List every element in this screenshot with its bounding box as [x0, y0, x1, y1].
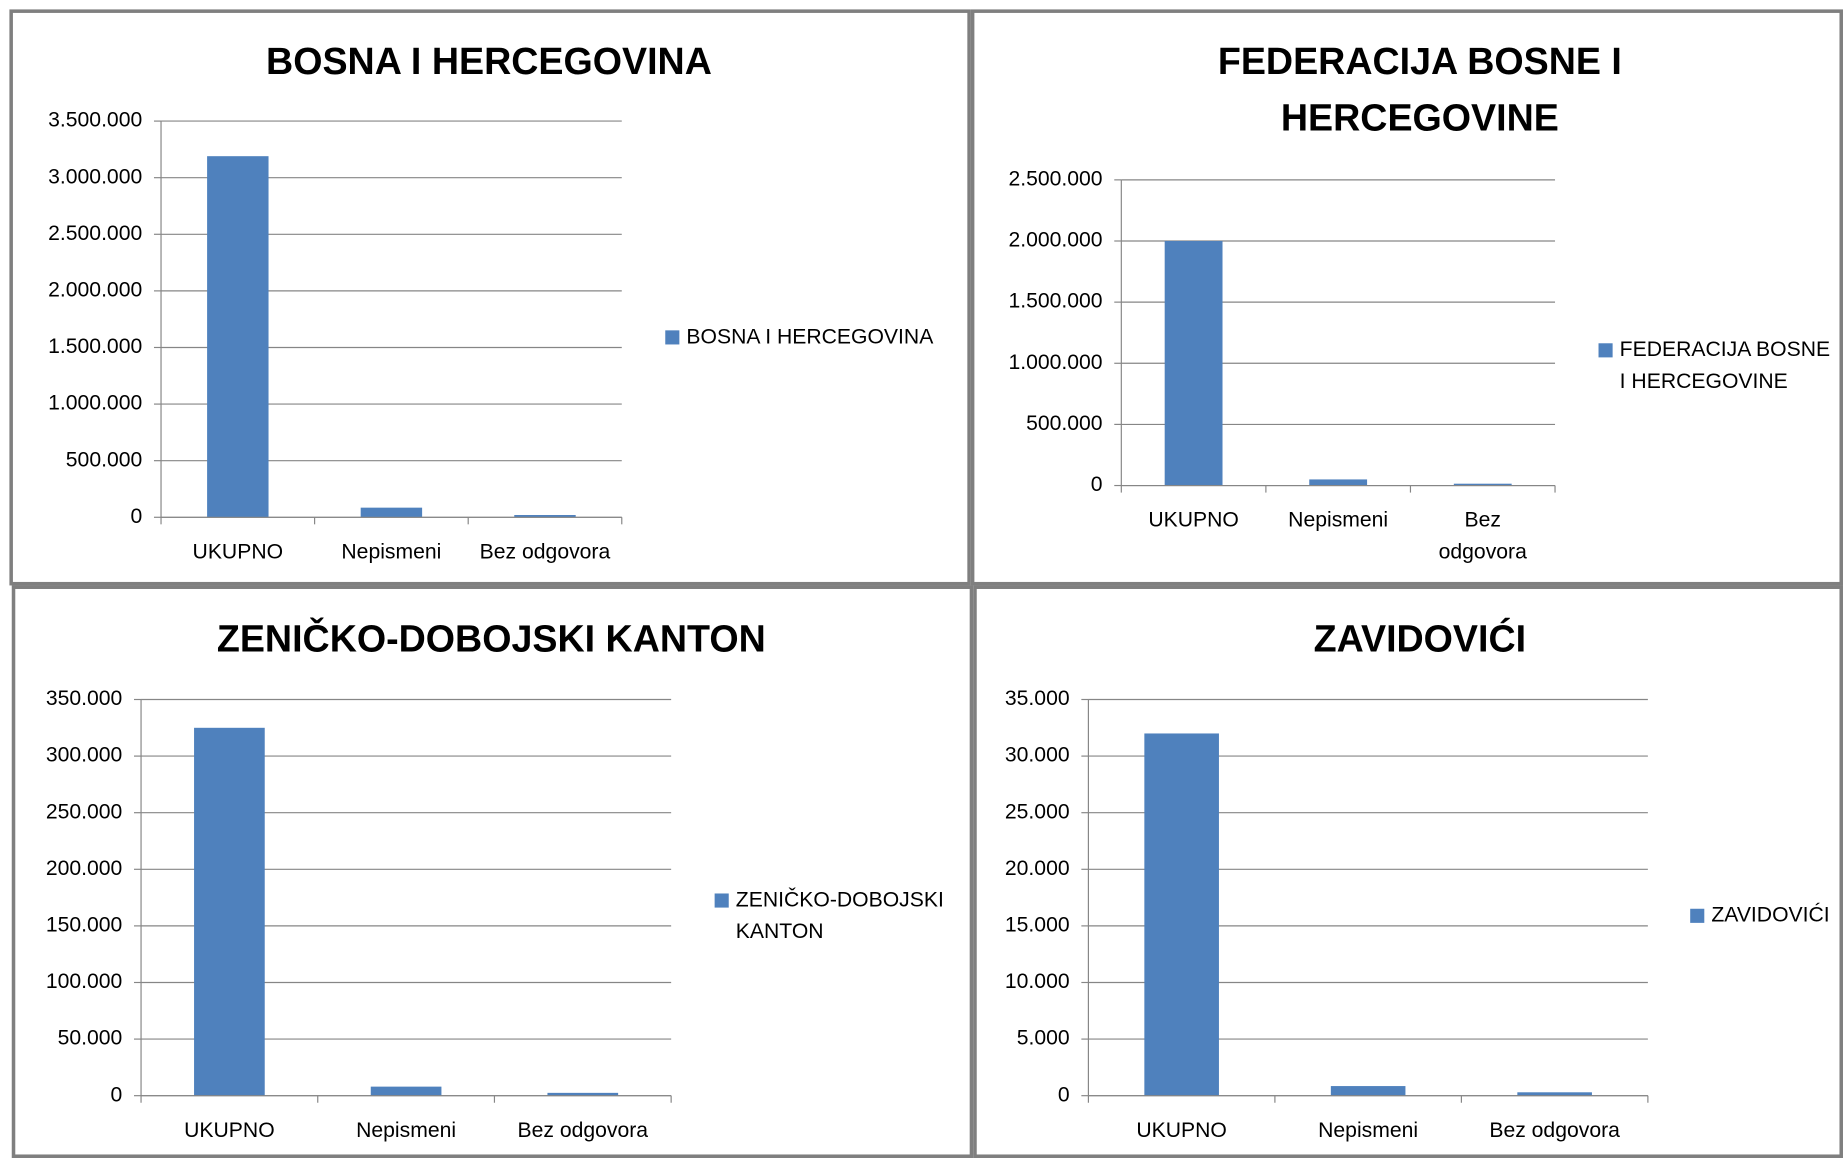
y-tick-label: 0: [1091, 473, 1103, 496]
bar: [1453, 483, 1512, 486]
legend: FEDERACIJA BOSNE I HERCEGOVINE: [1598, 334, 1840, 397]
y-tick-label: 0: [1058, 1083, 1070, 1106]
y-tick-label: 30.000: [1005, 744, 1070, 767]
y-tick-label: 15.000: [1005, 913, 1070, 936]
x-tick-label: Nepismeni: [341, 539, 442, 564]
y-tick-label: 1.000.000: [48, 392, 142, 415]
legend-swatch: [714, 893, 729, 908]
y-tick-label: 2.500.000: [48, 222, 142, 245]
legend: ZENIČKO-DOBOJSKI KANTON: [714, 884, 950, 947]
legend-swatch: [665, 330, 680, 345]
x-tick-label: Nepismeni: [1288, 507, 1389, 532]
y-tick-label: 250.000: [46, 800, 122, 823]
y-tick-label: 3.000.000: [48, 165, 142, 188]
x-tick-label: UKUPNO: [184, 1118, 275, 1142]
x-tick-label: UKUPNO: [192, 539, 284, 564]
chart-title: ZAVIDOVIĆI: [1313, 617, 1527, 660]
legend-label: ZAVIDOVIĆI: [1711, 902, 1830, 927]
x-tick-label: UKUPNO: [1136, 1118, 1227, 1142]
legend-swatch: [1690, 908, 1705, 923]
chart-title: ZENIČKO-DOBOJSKI KANTON: [216, 617, 766, 660]
chart-panel: [973, 585, 1843, 1158]
y-tick-label: 10.000: [1005, 970, 1070, 993]
legend-label: BOSNA I HERCEGOVINA: [686, 324, 934, 348]
bar: [1164, 241, 1223, 486]
x-tick-label: Bez odgovora: [1438, 507, 1527, 564]
chart-panel: [970, 9, 1843, 586]
x-tick-label: Bez odgovora: [1489, 1118, 1620, 1142]
bar: [1144, 733, 1219, 1096]
x-tick-label: UKUPNO: [1148, 507, 1239, 532]
chart-title: BOSNA I HERCEGOVINA: [266, 39, 712, 83]
chart-panel: [9, 9, 971, 586]
bar: [370, 1086, 442, 1096]
y-tick-label: 300.000: [46, 744, 122, 767]
x-tick-label: Nepismeni: [1318, 1118, 1419, 1142]
y-tick-label: 2.500.000: [1008, 167, 1102, 190]
y-tick-label: 2.000.000: [1008, 229, 1102, 252]
y-tick-label: 500.000: [66, 448, 142, 471]
chart-title: FEDERACIJA BOSNE I HERCEGOVINE: [1217, 39, 1622, 139]
y-tick-label: 5.000: [1017, 1027, 1070, 1050]
y-tick-label: 35.000: [1005, 687, 1070, 710]
bar: [1330, 1086, 1406, 1096]
x-tick-label: Bez odgovora: [479, 539, 611, 564]
legend-label: ZENIČKO-DOBOJSKI KANTON: [735, 887, 944, 943]
bar: [1309, 479, 1368, 486]
bar: [1517, 1092, 1592, 1096]
bar: [547, 1092, 619, 1096]
y-tick-label: 2.000.000: [48, 278, 142, 301]
y-tick-label: 350.000: [46, 687, 122, 710]
bar: [207, 156, 269, 518]
legend-swatch: [1598, 343, 1613, 358]
y-tick-label: 0: [110, 1083, 122, 1106]
bar: [360, 507, 423, 518]
y-tick-label: 500.000: [1026, 412, 1102, 435]
legend: ZAVIDOVIĆI: [1690, 899, 1843, 931]
legend: BOSNA I HERCEGOVINA: [665, 321, 947, 353]
y-tick-label: 0: [130, 505, 142, 528]
y-tick-label: 25.000: [1005, 800, 1070, 823]
x-tick-label: Nepismeni: [356, 1118, 457, 1142]
y-tick-label: 1.500.000: [48, 335, 142, 358]
y-tick-label: 20.000: [1005, 857, 1070, 880]
chart-panel: [11, 585, 974, 1158]
y-tick-label: 50.000: [58, 1027, 123, 1050]
legend-label: FEDERACIJA BOSNE I HERCEGOVINE: [1619, 337, 1831, 393]
bar: [514, 515, 576, 518]
y-tick-label: 100.000: [46, 970, 122, 993]
y-tick-label: 1.000.000: [1008, 351, 1102, 374]
y-tick-label: 150.000: [46, 913, 122, 936]
y-tick-label: 1.500.000: [1008, 290, 1102, 313]
y-tick-label: 200.000: [46, 857, 122, 880]
bar: [194, 727, 265, 1096]
y-tick-label: 3.500.000: [48, 109, 142, 132]
x-tick-label: Bez odgovora: [517, 1118, 649, 1142]
